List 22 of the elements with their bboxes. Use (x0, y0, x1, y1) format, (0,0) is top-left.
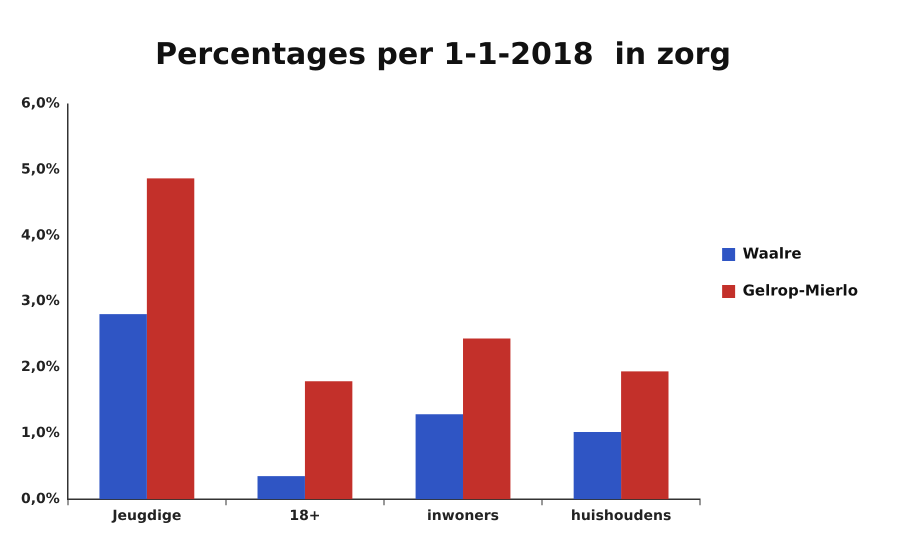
y-tick-label: 3,0% (21, 293, 60, 310)
y-tick-label: 4,0% (21, 227, 60, 244)
legend-label: Gelrop-Mierlo (742, 281, 858, 300)
y-tick-label: 0,0% (21, 490, 60, 507)
bar (146, 178, 194, 500)
y-tick-label: 2,0% (21, 359, 60, 376)
bar (258, 476, 305, 500)
bar (99, 314, 147, 500)
legend-label: Waalre (742, 244, 802, 262)
bar (304, 381, 352, 500)
y-tick-label: 6,0% (21, 96, 60, 112)
y-tick-label: 1,0% (21, 424, 60, 441)
bar (574, 432, 622, 500)
y-tick-label: 5,0% (21, 162, 60, 178)
x-tick-label: Jeugdige (111, 508, 182, 524)
bar (416, 414, 464, 500)
x-tick-label: huishoudens (570, 508, 672, 524)
x-tick-label: 18+ (289, 508, 321, 524)
x-tick-label: inwoners (426, 508, 500, 524)
chart-title: Percentages per 1-1-2018 in zorg (155, 36, 731, 72)
bar (463, 338, 510, 500)
bar (621, 371, 669, 500)
